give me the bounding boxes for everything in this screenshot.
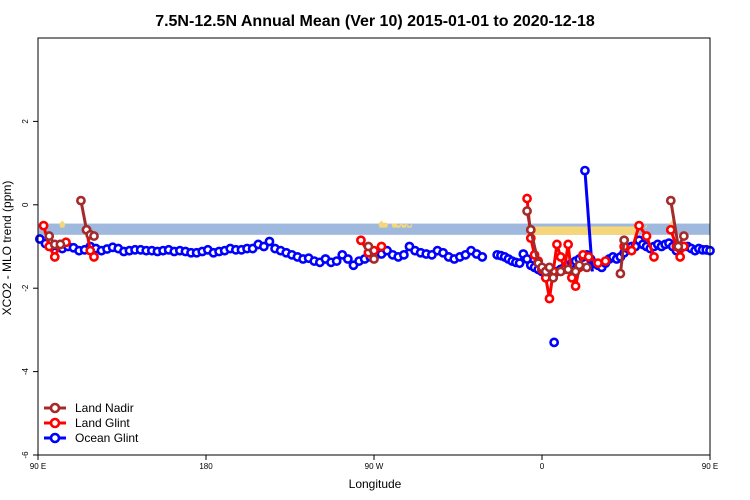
land-nadir-point bbox=[522, 206, 532, 216]
land-nadir-point bbox=[369, 254, 379, 264]
land-nadir-point bbox=[76, 195, 86, 206]
land-glint-point bbox=[665, 224, 676, 235]
land-nadir-point bbox=[665, 195, 676, 206]
ocean-glint-point bbox=[264, 236, 275, 247]
land-glint-point bbox=[600, 256, 611, 266]
land-nadir-point bbox=[673, 241, 684, 252]
band-bump-4 bbox=[395, 223, 402, 228]
land-nadir-point bbox=[555, 266, 566, 277]
land-glint-point bbox=[563, 239, 574, 250]
land-nadir-point bbox=[548, 272, 559, 283]
x-tick-label: 90 E bbox=[702, 462, 718, 471]
land-glint-point bbox=[544, 293, 555, 304]
land-glint-point bbox=[356, 235, 366, 246]
land-nadir-line-5 bbox=[618, 240, 626, 274]
y-axis-label: XCO2 - MLO trend (ppm) bbox=[0, 181, 14, 316]
land-glint-point bbox=[522, 193, 532, 204]
band-fill-0 bbox=[527, 226, 640, 235]
land-nadir-point bbox=[55, 239, 66, 250]
land-nadir-point bbox=[563, 264, 574, 275]
land-glint-point bbox=[570, 281, 581, 292]
legend-marker-1 bbox=[49, 417, 61, 429]
land-glint-point bbox=[626, 245, 637, 256]
land-nadir-point bbox=[619, 235, 630, 246]
y-tick-label: 0 bbox=[21, 202, 30, 207]
x-tick-label: 90 W bbox=[365, 462, 384, 471]
plot-region: -6 -4 -2 0 2 90 E 180 90 W 0 90 E bbox=[21, 37, 718, 471]
land-nadir-point bbox=[574, 260, 585, 271]
y-tick-label: -2 bbox=[21, 284, 30, 292]
ocean-glint-point bbox=[258, 241, 269, 252]
x-axis-label: Longitude bbox=[349, 477, 402, 491]
land-glint-point bbox=[49, 252, 60, 262]
land-nadir-point bbox=[89, 231, 99, 241]
land-glint-point bbox=[552, 239, 562, 250]
land-nadir-point bbox=[544, 262, 555, 273]
legend-label-0: Land Nadir bbox=[75, 401, 134, 415]
reference-band bbox=[38, 223, 710, 235]
land-nadir-point bbox=[615, 268, 626, 279]
land-glint-point bbox=[89, 252, 99, 262]
legend-marker-2 bbox=[49, 432, 61, 444]
y-tick-label: 2 bbox=[21, 119, 30, 124]
ocean-glint-point bbox=[477, 252, 488, 262]
chart-title: 7.5N-12.5N Annual Mean (Ver 10) 2015-01-… bbox=[155, 13, 595, 30]
ocean-glint-point bbox=[342, 254, 353, 264]
band-bump-5 bbox=[400, 223, 407, 228]
land-glint-point bbox=[583, 252, 594, 262]
land-glint-point bbox=[641, 231, 652, 241]
ocean-glint-outlier-0 bbox=[549, 337, 560, 348]
plot-frame-top bbox=[37, 37, 711, 456]
x-tick-label: 90 E bbox=[30, 462, 46, 471]
land-glint-point bbox=[376, 241, 387, 252]
ocean-glint-outlier-1 bbox=[580, 165, 590, 176]
land-glint-point bbox=[593, 258, 603, 269]
band-bump-6 bbox=[406, 223, 413, 228]
land-nadir-point bbox=[363, 241, 374, 252]
land-glint-point bbox=[555, 252, 566, 262]
x-tick-label: 0 bbox=[540, 462, 545, 471]
band-bump-2 bbox=[382, 222, 389, 228]
band-bump-0 bbox=[59, 220, 66, 228]
land-glint-line-7 bbox=[669, 229, 686, 259]
ocean-glint-point bbox=[331, 256, 342, 266]
land-nadir-point bbox=[678, 231, 689, 241]
land-glint-point bbox=[634, 220, 644, 231]
legend-label-2: Ocean Glint bbox=[75, 431, 139, 445]
land-glint-point bbox=[675, 252, 686, 262]
x-tick-label: 180 bbox=[199, 462, 213, 471]
land-glint-point bbox=[38, 220, 49, 231]
land-nadir-point bbox=[44, 231, 55, 241]
legend-marker-0 bbox=[49, 402, 61, 414]
legend-label-1: Land Glint bbox=[75, 416, 130, 430]
land-nadir-point bbox=[581, 262, 592, 273]
ocean-glint-east-point bbox=[514, 258, 525, 269]
y-tick-label: -6 bbox=[21, 451, 30, 459]
land-nadir-point bbox=[525, 224, 536, 235]
land-glint-point bbox=[649, 252, 659, 262]
y-tick-label: -4 bbox=[21, 367, 30, 375]
ocean-glint-point bbox=[398, 249, 409, 260]
